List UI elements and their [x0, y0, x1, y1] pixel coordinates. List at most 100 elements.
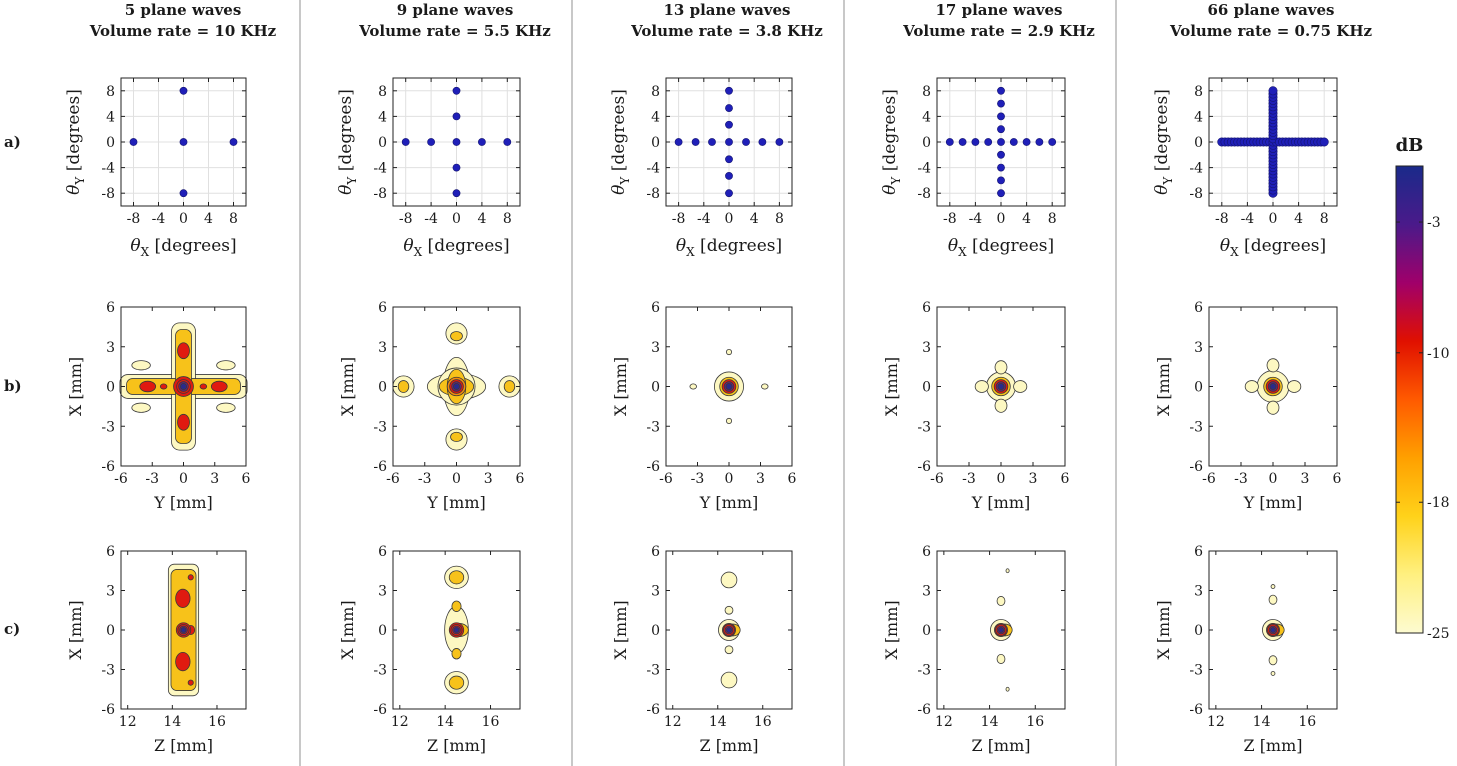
main-lobe-peak [1270, 627, 1276, 633]
y-tick-label: 0 [1194, 380, 1203, 396]
contour [177, 342, 190, 360]
y-tick-label: 3 [922, 340, 931, 356]
main-lobe-peak [1269, 382, 1277, 391]
main-lobe-peak [452, 382, 461, 391]
lateral-psf-plot: -6 -3 0 3 6 6 3 0 -3 -6 Y [mm] X [mm] [611, 300, 797, 512]
y-tick-label: 3 [651, 584, 660, 600]
y-axis-label: X [mm] [882, 357, 901, 416]
y-tick-label: 0 [1194, 135, 1203, 151]
y-tick-label: 4 [1194, 109, 1203, 125]
contour [1270, 671, 1276, 676]
x-tick-label: -4 [152, 211, 166, 227]
angle-marker [725, 172, 733, 180]
x-tick-label: 4 [204, 211, 213, 227]
y-tick-label: 0 [378, 135, 387, 151]
x-tick-label: 12 [664, 714, 682, 730]
colorbar-tick-label: -10 [1427, 346, 1450, 362]
row-label-b: b) [4, 377, 22, 395]
x-tick-label: 3 [1301, 471, 1310, 487]
y-tick-label: -8 [373, 186, 387, 202]
contour-group [990, 568, 1013, 692]
contour [996, 596, 1006, 607]
contour [724, 645, 734, 655]
x-axis-label: Y [mm] [971, 493, 1030, 512]
axial-psf-plot: 12 14 16 6 3 0 -3 -6 Z [mm] X [mm] [1154, 544, 1338, 755]
contour [720, 671, 738, 689]
contour [1005, 686, 1010, 692]
x-tick-label: 16 [482, 714, 500, 730]
x-tick-label: 0 [179, 471, 188, 487]
x-tick-label: 12 [1207, 714, 1225, 730]
y-tick-label: -4 [101, 161, 115, 177]
column-title-line2: Volume rate = 3.8 KHz [631, 22, 823, 40]
y-tick-label: -6 [1189, 702, 1203, 718]
angle-marker [1319, 137, 1329, 147]
contour [139, 380, 157, 393]
y-tick-label: 6 [651, 544, 660, 560]
y-axis-label: X [mm] [611, 357, 630, 416]
y-tick-label: -3 [373, 663, 387, 679]
x-tick-label: 6 [788, 471, 797, 487]
contour [1244, 380, 1259, 393]
x-tick-label: 12 [391, 714, 409, 730]
y-tick-label: 3 [651, 340, 660, 356]
y-tick-label: -3 [1189, 419, 1203, 435]
y-axis-label: θY [degrees] [609, 89, 632, 195]
y-tick-label: 4 [106, 109, 115, 125]
y-tick-label: 0 [922, 623, 931, 639]
angle-marker [997, 125, 1005, 134]
angle-marker [401, 138, 410, 146]
x-axis-label: Y [mm] [1243, 493, 1302, 512]
column-title: 17 plane waves Volume rate = 2.9 KHz [884, 0, 1114, 42]
contour [187, 679, 194, 686]
x-tick-label: 14 [981, 714, 999, 730]
y-tick-label: 0 [106, 380, 115, 396]
angle-marker [1268, 86, 1278, 96]
contour-group [974, 360, 1028, 413]
y-tick-label: 4 [922, 109, 931, 125]
angle-marker [691, 138, 700, 146]
y-axis-label: X [mm] [66, 357, 85, 416]
angle-marker [725, 189, 733, 198]
angle-marker [452, 138, 461, 146]
angle-marker [1048, 138, 1057, 146]
x-axis-label: Z [mm] [699, 736, 758, 755]
x-tick-label: 6 [1061, 471, 1070, 487]
y-tick-label: 8 [651, 84, 660, 100]
angle-marker [997, 112, 1005, 121]
contour [397, 380, 410, 393]
colorbar: -3 -10 -18 -25 dB [1395, 135, 1450, 642]
y-tick-label: 8 [922, 84, 931, 100]
y-axis-label: X [mm] [1154, 600, 1173, 659]
contour [1013, 380, 1028, 393]
x-tick-label: 0 [452, 471, 461, 487]
main-lobe-peak [180, 627, 187, 633]
main-lobe-peak [725, 382, 733, 391]
x-tick-label: 14 [709, 714, 727, 730]
y-axis-label: X [mm] [1154, 357, 1173, 416]
contour [761, 383, 769, 390]
x-tick-label: 6 [1333, 471, 1342, 487]
y-tick-label: 3 [378, 584, 387, 600]
column-title-line1: 9 plane waves [396, 1, 514, 19]
angle-marker [452, 86, 461, 95]
x-tick-label: 16 [754, 714, 772, 730]
main-lobe-peak [998, 627, 1004, 633]
contour [216, 402, 236, 413]
angle-marker [1035, 138, 1044, 146]
contour [131, 360, 151, 371]
y-tick-label: -3 [917, 419, 931, 435]
lateral-psf-plot: -6 -3 0 3 6 6 3 0 -3 -6 Y [mm] X [mm] [66, 300, 251, 512]
contour [996, 653, 1006, 664]
x-tick-label: -6 [114, 471, 128, 487]
main-lobe-peak [997, 382, 1005, 391]
contour-group [718, 571, 741, 689]
angle-marker [452, 189, 461, 198]
y-tick-label: -8 [1189, 186, 1203, 202]
angle-marker [725, 155, 733, 164]
y-tick-label: 4 [378, 109, 387, 125]
contour [994, 398, 1008, 413]
x-tick-label: 6 [242, 471, 251, 487]
y-tick-label: -6 [646, 459, 660, 475]
